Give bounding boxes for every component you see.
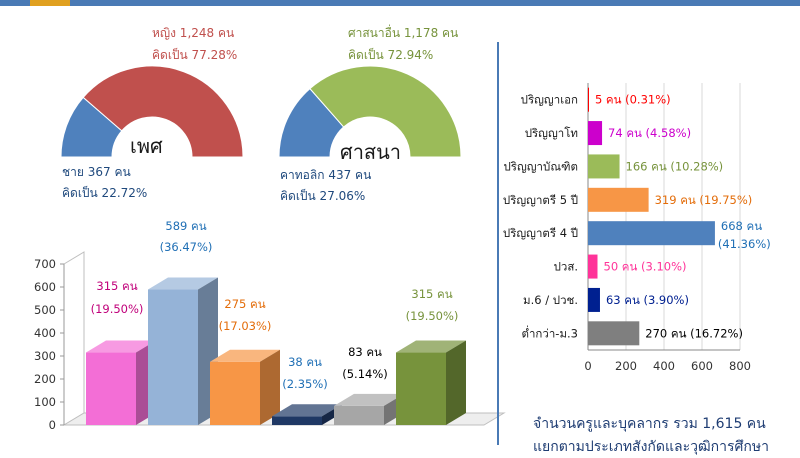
- bar-percent-label-4: (5.14%): [342, 367, 388, 381]
- hbar-value-label-5: 50 คน (3.10%): [604, 260, 687, 274]
- bar-top-1: [148, 277, 218, 290]
- hbar-x-tick-label: 600: [691, 359, 713, 373]
- hbar-3: [588, 187, 649, 212]
- hbar-0: [588, 87, 589, 112]
- gender-female-label: หญิง 1,248 คน: [152, 26, 235, 40]
- bar-4: [334, 405, 384, 425]
- gender-male-label: ชาย 367 คน: [62, 165, 131, 179]
- bar-y-tick-label: 0: [49, 418, 56, 432]
- hbar-category-label-6: ม.6 / ปวช.: [523, 293, 578, 307]
- gender-female-percent: คิดเป็น 77.28%: [152, 48, 238, 62]
- hbar-value-extra-label-4: (41.36%): [718, 237, 771, 251]
- hbar-x-tick-label: 400: [653, 359, 675, 373]
- bar-percent-label-3: (2.35%): [282, 377, 328, 391]
- bar-y-tick-label: 100: [34, 395, 56, 409]
- hbar-1: [588, 121, 603, 146]
- hbar-category-label-5: ปวส.: [554, 260, 578, 274]
- hbar-value-label-4: 668 คน: [721, 219, 762, 233]
- hbar-4: [588, 221, 715, 246]
- hbar-6: [588, 287, 600, 312]
- hbar-value-label-6: 63 คน (3.90%): [606, 293, 689, 307]
- bar-3: [272, 416, 322, 425]
- bar-side-2: [260, 349, 280, 425]
- footer-total: จำนวนครูและบุคลากร รวม 1,615 คน: [533, 416, 766, 432]
- bar-y-tick-label: 600: [34, 280, 56, 294]
- religion-gauge-title: ศาสนา: [340, 140, 402, 164]
- bar-value-label-3: 38 คน: [288, 355, 322, 369]
- religion-catholic-label: คาทอลิก 437 คน: [280, 168, 372, 182]
- bar-y-tick-label: 300: [34, 349, 56, 363]
- bar-y-tick-label: 400: [34, 326, 56, 340]
- hbar-x-tick-label: 200: [615, 359, 637, 373]
- bar-value-label-1: 589 คน: [165, 219, 206, 233]
- religion-other-percent: คิดเป็น 72.94%: [348, 48, 434, 62]
- hbar-2: [588, 154, 620, 179]
- bar-side-5: [446, 340, 466, 425]
- bar-percent-label-0: (19.50%): [91, 302, 144, 316]
- bar-2: [210, 361, 260, 425]
- footer-subtitle: แยกตามประเภทสังกัดและวุฒิการศึกษา: [533, 439, 769, 455]
- bar-percent-label-1: (36.47%): [160, 240, 213, 254]
- bar-value-label-4: 83 คน: [348, 345, 382, 359]
- hbar-value-label-3: 319 คน (19.75%): [655, 193, 753, 207]
- bar-top-4: [334, 393, 404, 406]
- bar-y-tick-label: 700: [34, 257, 56, 271]
- bar-y-tick-label: 200: [34, 372, 56, 386]
- hbar-7: [588, 321, 640, 346]
- gender-gauge-title: เพศ: [130, 134, 163, 158]
- hbar-value-label-2: 166 คน (10.28%): [626, 159, 724, 173]
- chart-canvas: 0 100 200 300 400 500 600 700 315 คน (19.50%) 589 …: [34, 65, 771, 432]
- hbar-x-tick-label: 0: [584, 359, 591, 373]
- section-divider: [497, 42, 499, 445]
- hbar-category-label-4: ปริญญาตรี 4 ปี: [503, 226, 578, 240]
- top-bar: [0, 0, 800, 6]
- bar-top-2: [210, 349, 280, 362]
- bar-value-label-2: 275 คน: [224, 297, 265, 311]
- bar-percent-label-5: (19.50%): [406, 309, 459, 323]
- hbar-value-label-0: 5 คน (0.31%): [595, 93, 671, 107]
- gender-male-percent: คิดเป็น 22.72%: [62, 186, 148, 200]
- gender-slice-หญิง: [82, 65, 244, 158]
- bar-percent-label-2: (17.03%): [219, 319, 272, 333]
- hbar-category-label-2: ปริญญาบัณฑิต: [503, 159, 578, 173]
- bar-chart-side-wall: [63, 251, 85, 426]
- hbar-x-tick-label: 800: [729, 359, 751, 373]
- bar-0: [86, 352, 136, 425]
- hbar-category-label-0: ปริญญาเอก: [521, 93, 578, 107]
- bar-value-label-0: 315 คน: [96, 279, 137, 293]
- bar-top-3: [272, 404, 342, 417]
- bar-1: [148, 289, 198, 425]
- top-corner-decoration: [30, 0, 70, 6]
- hbar-category-label-3: ปริญญาตรี 5 ปี: [503, 193, 578, 207]
- hbar-value-label-1: 74 คน (4.58%): [608, 126, 691, 140]
- bar-top-5: [396, 340, 466, 353]
- religion-other-label: ศาสนาอื่น 1,178 คน: [348, 26, 459, 40]
- religion-catholic-percent: คิดเป็น 27.06%: [280, 189, 366, 203]
- bar-y-tick-label: 500: [34, 303, 56, 317]
- bar-5: [396, 352, 446, 425]
- hbar-5: [588, 254, 598, 279]
- bar-value-label-5: 315 คน: [411, 287, 452, 301]
- religion-slice-ศาสนาอื่น: [309, 65, 462, 158]
- bar-top-0: [86, 340, 156, 353]
- hbar-value-label-7: 270 คน (16.72%): [645, 326, 743, 340]
- hbar-category-label-7: ต่ำกว่า-ม.3: [521, 325, 578, 340]
- hbar-category-label-1: ปริญญาโท: [525, 126, 578, 140]
